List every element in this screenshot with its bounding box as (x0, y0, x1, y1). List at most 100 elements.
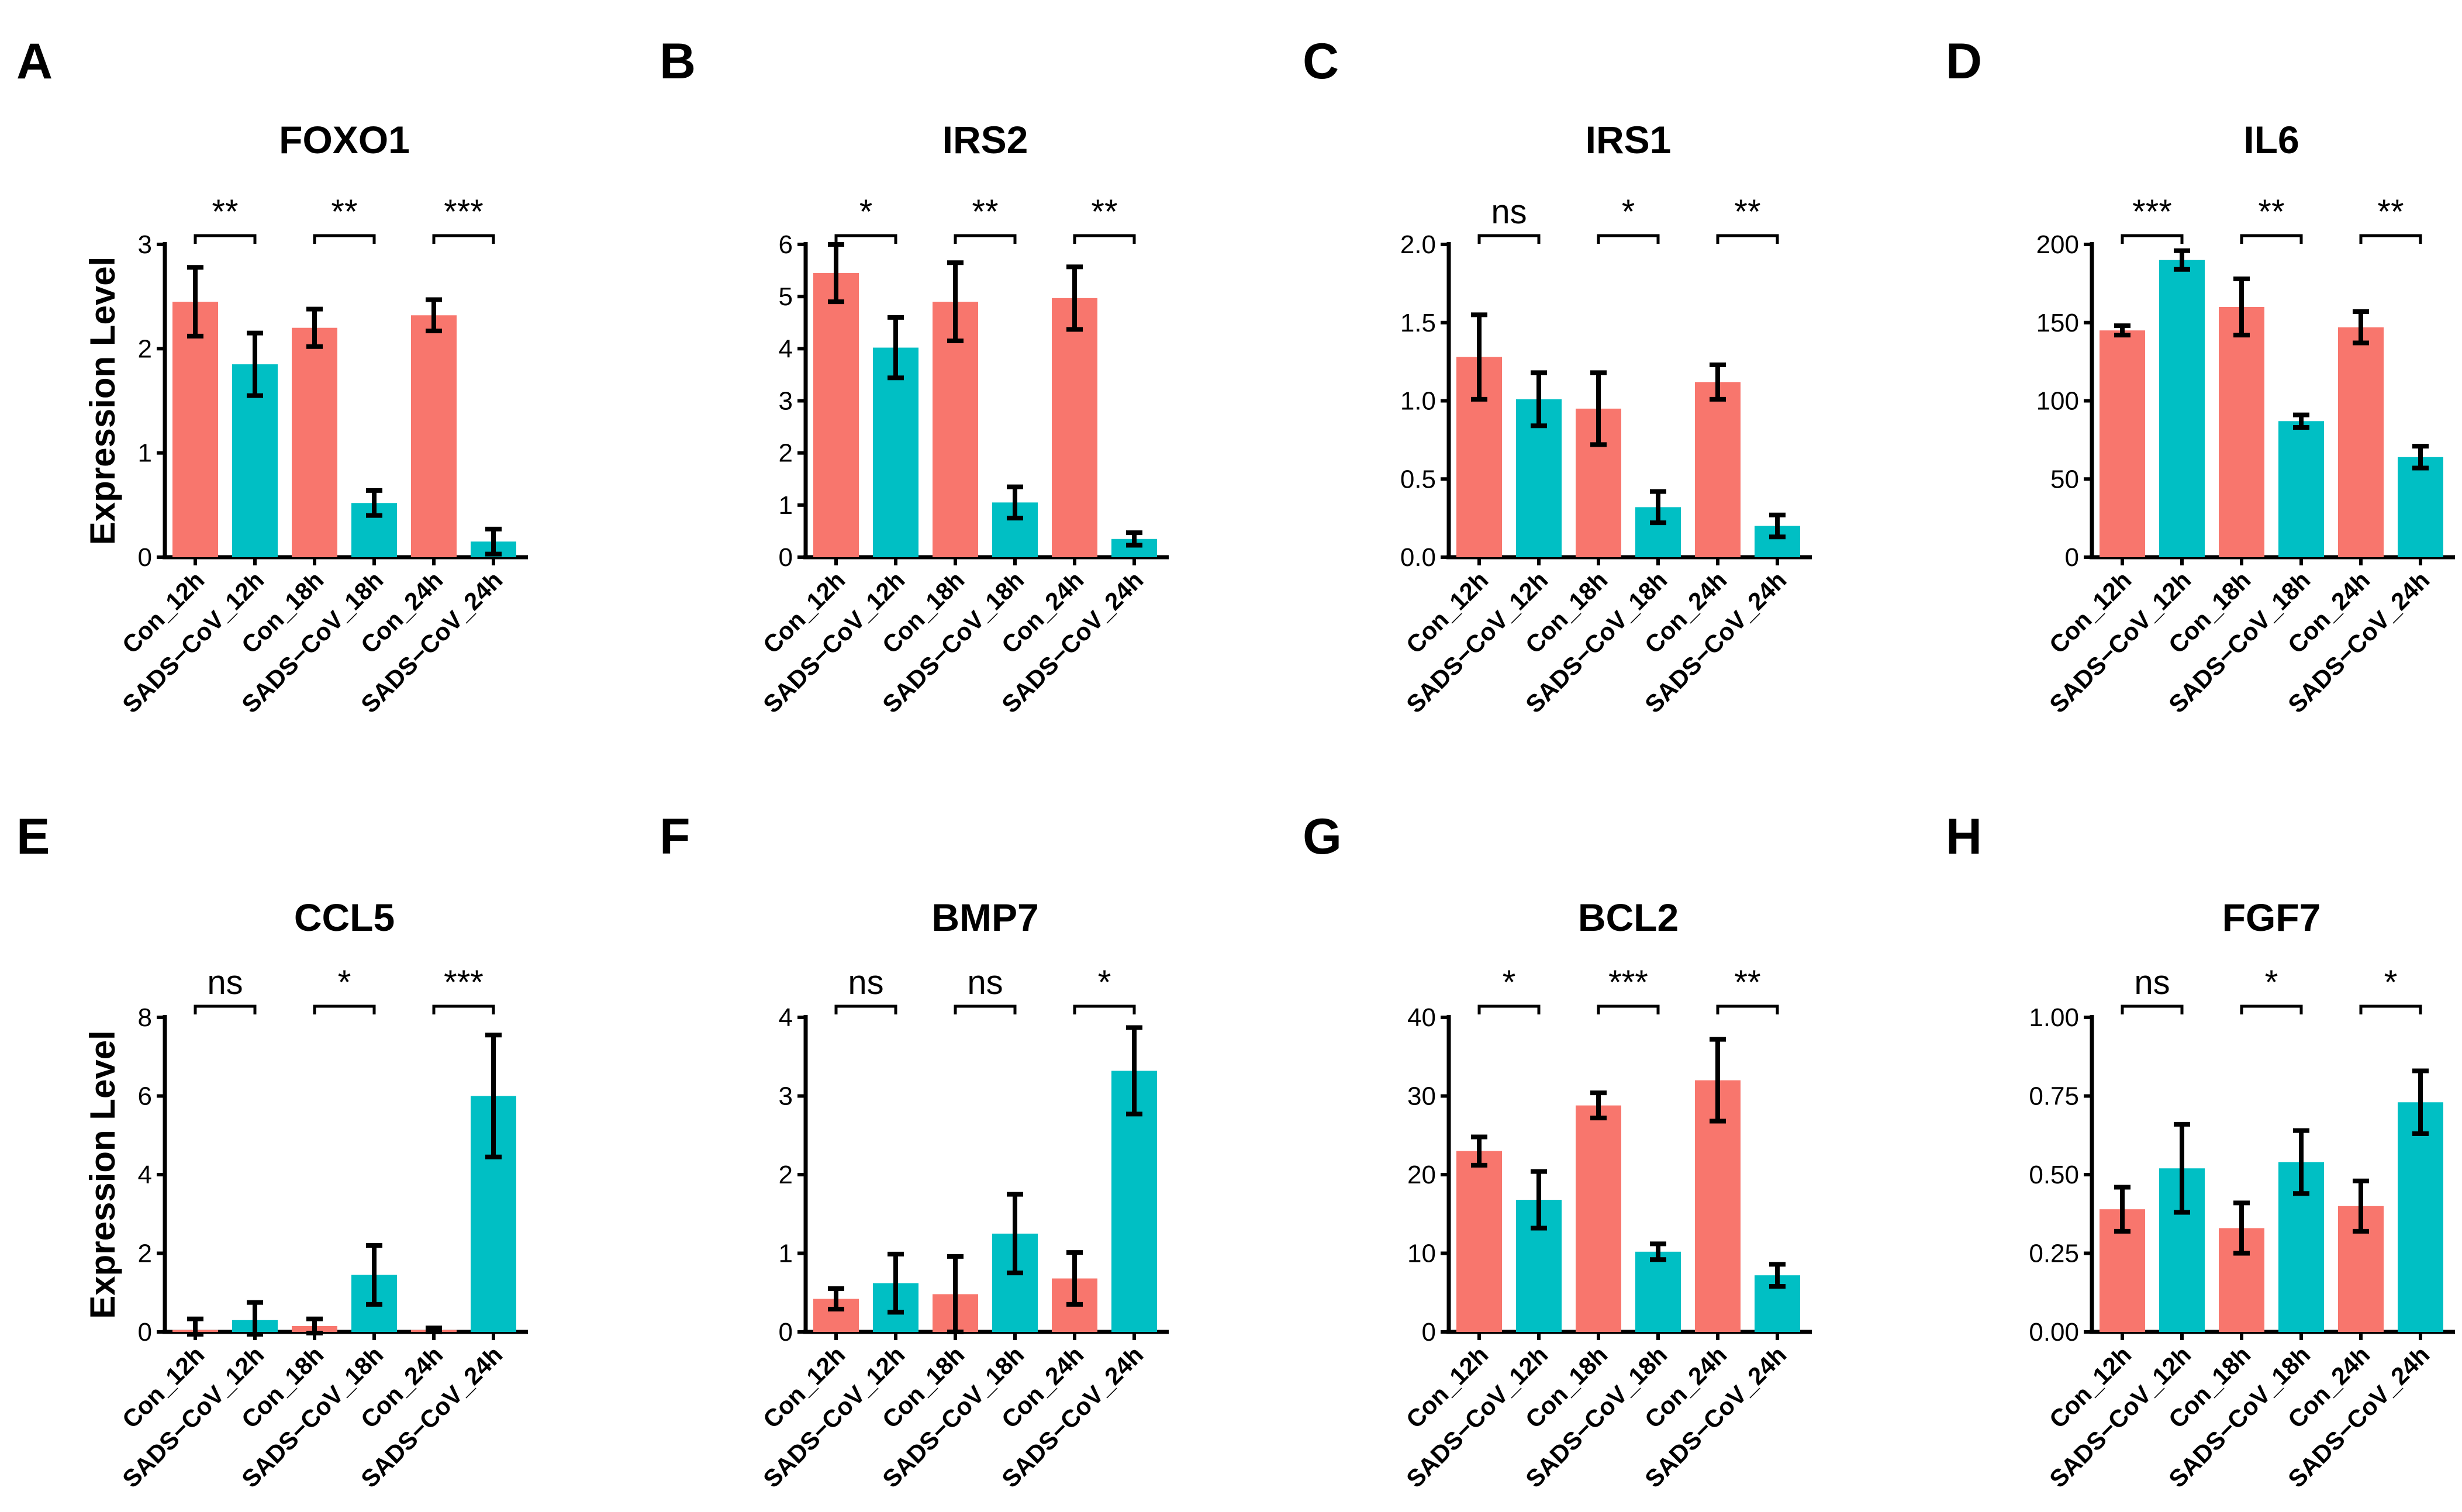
panel-title: IRS2 (942, 118, 1028, 161)
significance-label: ns (2134, 964, 2170, 1002)
panel-title: BMP7 (931, 896, 1038, 939)
significance-bracket (2240, 234, 2303, 244)
bar (1576, 1105, 1621, 1332)
error-bar (1007, 1192, 1023, 1276)
panel-title: IL6 (2243, 118, 2299, 161)
y-tick-label: 2 (138, 1240, 152, 1268)
error-bar (2233, 276, 2250, 338)
significance-label: *** (444, 964, 484, 1002)
error-bar (2174, 248, 2190, 272)
bar (2159, 260, 2205, 557)
bar (2100, 330, 2145, 557)
bar (2219, 307, 2264, 557)
error-bar (888, 315, 904, 381)
significance-bracket (432, 234, 495, 244)
error-bar (2293, 1128, 2309, 1196)
panel-h: HFGF70.000.250.500.751.00Con_12hSADS−CoV… (1946, 809, 2455, 1493)
error-bar (366, 488, 382, 518)
error-bar (1126, 530, 1142, 548)
significance-label: ** (1091, 193, 1117, 231)
y-tick-label: 6 (138, 1082, 152, 1111)
significance-label: ** (1734, 193, 1760, 231)
error-bar (247, 330, 263, 398)
error-bar (2293, 412, 2309, 430)
y-tick-label: 0 (779, 1318, 793, 1347)
significance-label: *** (2132, 193, 2172, 231)
y-tick-label: 2 (779, 1161, 793, 1189)
y-tick-label: 20 (1407, 1161, 1436, 1189)
y-tick-label: 1.00 (2029, 1003, 2079, 1032)
error-bar (1769, 1262, 1786, 1289)
significance-label: ** (972, 193, 998, 231)
bar (813, 273, 859, 557)
y-tick-label: 0 (2065, 543, 2079, 572)
error-bar (2353, 309, 2369, 346)
significance-bracket (2121, 1004, 2184, 1014)
error-bar (1590, 1090, 1607, 1121)
significance-label: *** (444, 193, 484, 231)
error-bar (1710, 362, 1726, 402)
y-tick-label: 1 (779, 491, 793, 520)
significance-label: * (338, 964, 351, 1002)
error-bar (1066, 1250, 1083, 1307)
error-bar (366, 1243, 382, 1307)
significance-bracket (1597, 1004, 1660, 1014)
y-tick-label: 3 (779, 387, 793, 416)
significance-bracket (834, 234, 897, 244)
bar (933, 302, 978, 557)
y-tick-label: 0.25 (2029, 1240, 2079, 1268)
y-tick-label: 10 (1407, 1240, 1436, 1268)
error-bar (1531, 1169, 1547, 1231)
error-bar (1590, 370, 1607, 447)
error-bar (1769, 512, 1786, 540)
error-bar (485, 1033, 502, 1159)
y-tick-label: 0 (138, 543, 152, 572)
significance-label: ns (1491, 193, 1527, 231)
bar (1695, 382, 1741, 557)
y-tick-label: 0.50 (2029, 1161, 2079, 1189)
y-tick-label: 150 (2036, 309, 2079, 337)
y-tick-label: 50 (2050, 465, 2079, 493)
significance-bracket (1597, 234, 1660, 244)
panel-g: GBCL2010203040Con_12hSADS−CoV_12hCon_18h… (1303, 809, 1812, 1493)
significance-bracket (1073, 1004, 1136, 1014)
error-bar (306, 306, 323, 349)
error-bar (1531, 370, 1547, 429)
panel-title: FOXO1 (279, 118, 410, 161)
y-tick-label: 40 (1407, 1003, 1436, 1032)
error-bar (187, 265, 203, 339)
error-bar (1007, 484, 1023, 521)
y-tick-label: 4 (779, 334, 793, 363)
significance-label: ** (1734, 964, 1760, 1002)
y-tick-label: 0 (1422, 1318, 1436, 1347)
y-tick-label: 4 (138, 1161, 152, 1189)
panel-title: IRS1 (1586, 118, 1672, 161)
significance-bracket (2121, 234, 2184, 244)
error-bar (828, 1286, 844, 1311)
y-tick-label: 8 (138, 1003, 152, 1032)
error-bar (1650, 489, 1666, 526)
error-bar (426, 297, 442, 334)
y-tick-label: 3 (138, 230, 152, 259)
panel-d: DIL6050100150200Con_12hSADS−CoV_12hCon_1… (1946, 33, 2455, 718)
bar (1052, 298, 1097, 557)
y-tick-label: 200 (2036, 230, 2079, 259)
y-axis-label: Expression Level (83, 257, 122, 546)
bar (172, 302, 218, 557)
panel-title: BCL2 (1578, 896, 1679, 939)
bar (411, 315, 457, 557)
y-tick-label: 2 (138, 334, 152, 363)
error-bar (1066, 264, 1083, 332)
significance-label: * (1622, 193, 1635, 231)
error-bar (2353, 1178, 2369, 1234)
y-tick-label: 6 (779, 230, 793, 259)
bar (2398, 1102, 2443, 1332)
significance-bracket (313, 234, 376, 244)
significance-label: ns (848, 964, 883, 1002)
bar (2338, 327, 2384, 557)
significance-bracket (2359, 1004, 2422, 1014)
y-tick-label: 0 (779, 543, 793, 572)
significance-label: * (1098, 964, 1111, 1002)
panel-letter: D (1946, 33, 1982, 89)
